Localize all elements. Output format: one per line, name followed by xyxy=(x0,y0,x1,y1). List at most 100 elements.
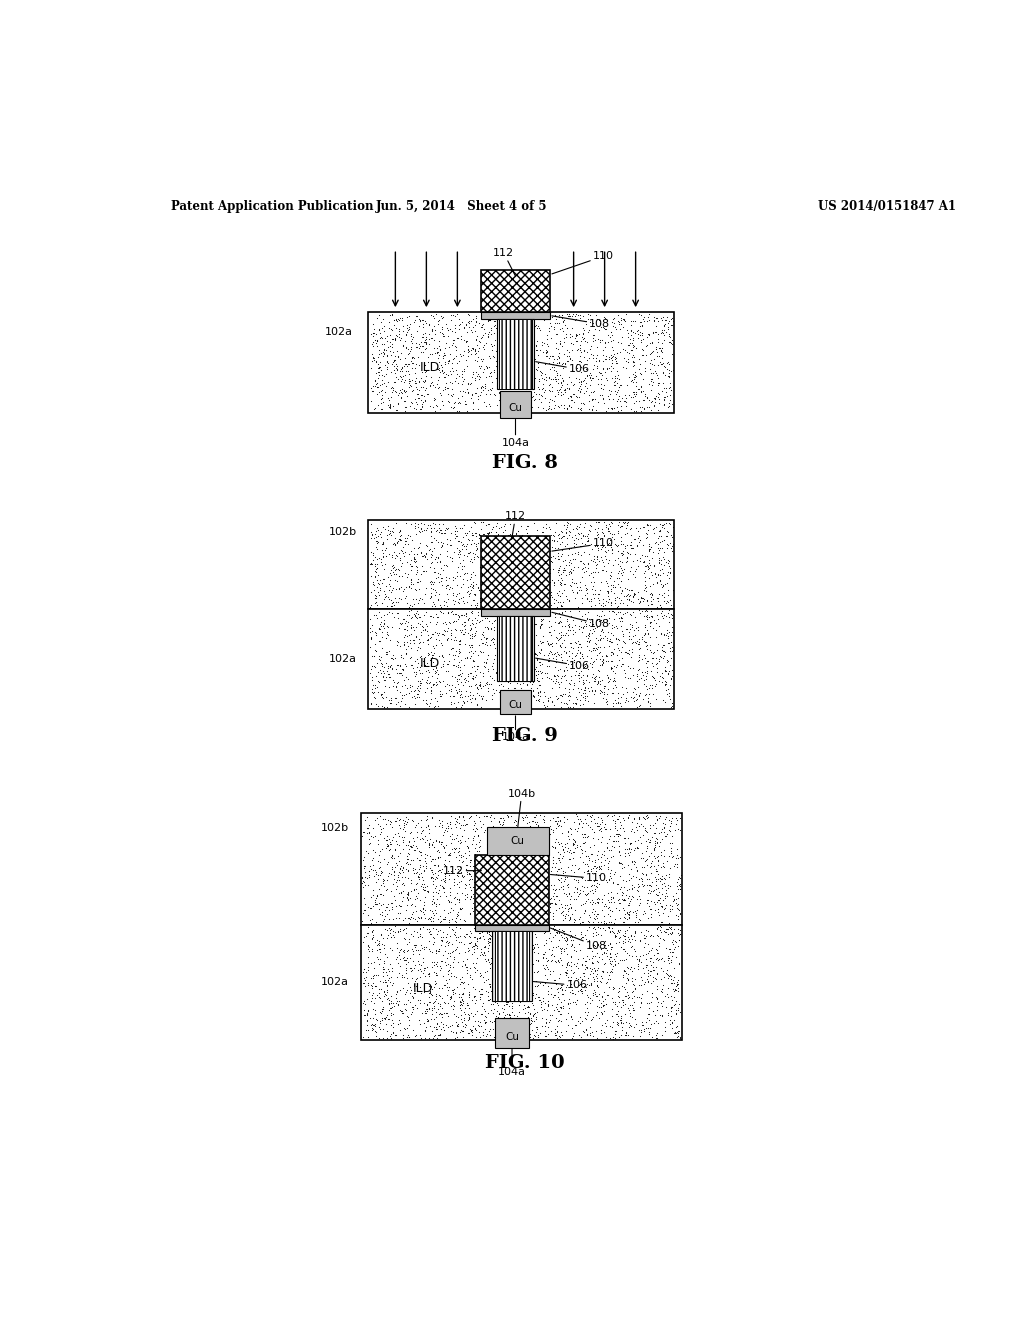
Point xyxy=(509,326,525,347)
Point xyxy=(376,669,392,690)
Point xyxy=(426,308,442,329)
Point xyxy=(384,997,400,1018)
Point xyxy=(653,341,670,362)
Point xyxy=(641,1010,657,1031)
Point xyxy=(610,628,627,649)
Point xyxy=(600,678,616,700)
Point xyxy=(565,962,582,983)
Point xyxy=(402,513,419,535)
Point xyxy=(515,531,531,552)
Point xyxy=(449,903,465,924)
Point xyxy=(368,975,384,997)
Point xyxy=(485,577,502,598)
Point xyxy=(526,535,543,556)
Point xyxy=(540,630,556,651)
Point xyxy=(478,356,495,378)
Point xyxy=(548,973,564,994)
Point xyxy=(442,817,459,838)
Point xyxy=(589,356,605,378)
Point xyxy=(663,838,679,859)
Point xyxy=(479,921,496,942)
Point xyxy=(505,824,521,845)
Point xyxy=(598,937,614,958)
Point xyxy=(642,857,658,878)
Point xyxy=(504,603,520,624)
Point xyxy=(595,387,611,408)
Point xyxy=(444,305,461,326)
Point xyxy=(595,589,611,610)
Point xyxy=(617,838,634,859)
Point xyxy=(428,965,444,986)
Point xyxy=(392,948,409,969)
Point xyxy=(449,1015,465,1036)
Point xyxy=(641,1005,657,1026)
Point xyxy=(562,1006,579,1027)
Point xyxy=(559,397,575,418)
Point xyxy=(640,533,656,554)
Point xyxy=(467,879,483,900)
Point xyxy=(615,356,632,378)
Point xyxy=(456,1007,472,1028)
Point xyxy=(611,561,628,582)
Point xyxy=(593,317,609,338)
Point xyxy=(376,982,392,1003)
Point xyxy=(421,939,437,960)
Point xyxy=(355,991,372,1012)
Point xyxy=(358,841,375,862)
Point xyxy=(471,635,487,656)
Point xyxy=(526,850,543,871)
Point xyxy=(598,870,614,891)
Point xyxy=(537,381,553,403)
Point xyxy=(492,961,508,982)
Point xyxy=(518,540,535,561)
Point xyxy=(507,651,523,672)
Bar xyxy=(369,313,675,413)
Point xyxy=(474,624,490,645)
Point xyxy=(603,882,620,903)
Point xyxy=(373,343,389,364)
Point xyxy=(561,395,578,416)
Point xyxy=(510,310,526,331)
Point xyxy=(567,326,584,347)
Point xyxy=(579,998,595,1019)
Point xyxy=(374,840,390,861)
Point xyxy=(467,1018,483,1039)
Point xyxy=(563,396,580,417)
Point xyxy=(538,899,554,920)
Point xyxy=(641,396,657,417)
Point xyxy=(554,954,570,975)
Point xyxy=(506,536,522,557)
Point xyxy=(665,898,681,919)
Point xyxy=(374,653,390,675)
Point xyxy=(502,866,518,887)
Point xyxy=(623,957,639,978)
Point xyxy=(394,358,411,379)
Point xyxy=(554,1024,570,1045)
Point xyxy=(366,399,382,420)
Point xyxy=(522,343,539,364)
Point xyxy=(426,855,442,876)
Point xyxy=(507,570,523,591)
Point xyxy=(556,833,572,854)
Point xyxy=(390,822,407,843)
Point xyxy=(650,854,667,875)
Point xyxy=(403,556,420,577)
Point xyxy=(494,838,510,859)
Point xyxy=(440,337,457,358)
Point xyxy=(570,371,587,392)
Point xyxy=(513,987,529,1008)
Point xyxy=(421,982,437,1003)
Point xyxy=(493,387,509,408)
Point xyxy=(650,388,667,409)
Point xyxy=(519,1016,536,1038)
Point xyxy=(655,961,672,982)
Point xyxy=(431,886,447,907)
Point xyxy=(636,962,652,983)
Point xyxy=(580,677,596,698)
Point xyxy=(406,550,422,572)
Point xyxy=(423,911,439,932)
Point xyxy=(544,380,560,401)
Point xyxy=(588,667,604,688)
Point xyxy=(540,900,556,921)
Point xyxy=(622,603,638,624)
